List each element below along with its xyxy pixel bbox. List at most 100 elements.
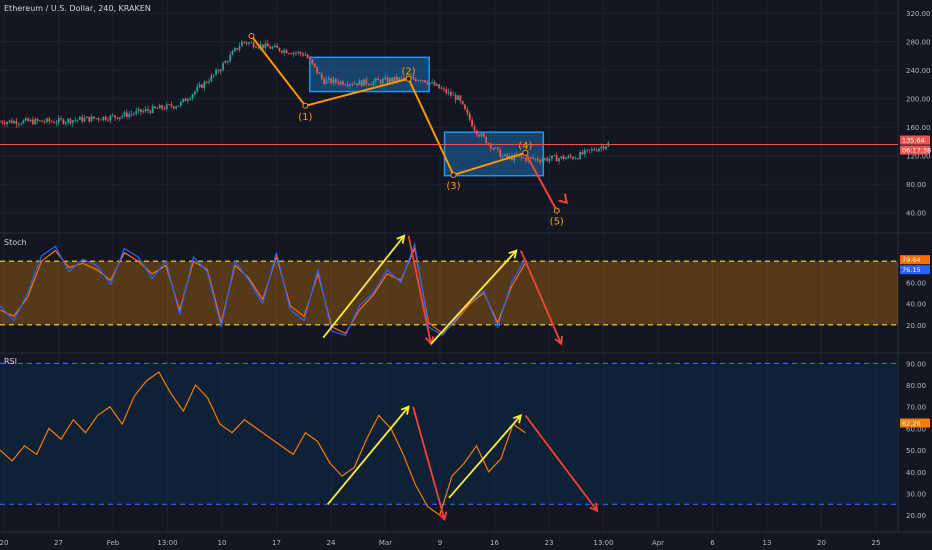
candle-body: [295, 52, 297, 54]
candle-body: [257, 47, 260, 49]
candle-body: [431, 82, 434, 83]
candle-body: [83, 118, 86, 122]
candle-body: [579, 152, 582, 159]
wave-point: [405, 75, 412, 82]
candle-body: [161, 105, 163, 109]
candle-body: [424, 80, 426, 83]
countdown-badge-label: 06:17:38: [902, 147, 931, 155]
candle-body: [1, 121, 4, 124]
candle-body: [255, 47, 257, 49]
price-axis-tick: 160.00: [906, 124, 931, 132]
candle-body: [57, 118, 60, 123]
stoch-arrow-head: [508, 249, 518, 259]
candle-body: [309, 57, 311, 60]
candle-body: [485, 136, 488, 144]
candle-body: [539, 160, 542, 162]
candle-body: [513, 155, 516, 161]
rsi-line: [0, 371, 526, 517]
candle-body: [154, 106, 156, 108]
candle-body: [325, 79, 328, 85]
price-axis-tick: 320.00: [906, 10, 931, 18]
candle-body: [231, 51, 234, 55]
candle-body: [403, 77, 405, 79]
candle-body: [391, 78, 394, 82]
stoch-pane-label: Stoch: [4, 238, 27, 247]
x-axis-tick: 10: [218, 539, 227, 547]
candle-body: [304, 54, 307, 56]
wave-point: [522, 149, 529, 156]
price-axis-tick: 120.00: [906, 153, 931, 161]
candle-body: [473, 126, 476, 131]
candle-body: [482, 133, 485, 137]
candle-body: [414, 78, 417, 81]
stoch-value-badge: [900, 255, 930, 265]
price-axis-tick: 240.00: [906, 67, 931, 75]
candle-body: [323, 78, 326, 85]
candle-body: [222, 63, 225, 70]
stoch-value-label: 79.64: [902, 256, 921, 264]
candle-body: [224, 61, 227, 64]
candle-body: [529, 157, 532, 159]
candle-body: [140, 109, 142, 113]
candle-body: [332, 78, 335, 84]
candle-body: [433, 82, 436, 86]
candle-body: [379, 80, 382, 84]
candle-body: [233, 48, 236, 52]
wave-label: (2): [402, 67, 416, 78]
candle-body: [487, 143, 490, 144]
candle-body: [306, 54, 309, 58]
candle-body: [351, 84, 354, 85]
candle-body: [24, 118, 27, 121]
rsi-axis-tick: 40.00: [906, 469, 926, 477]
candle-body: [266, 43, 269, 47]
candle-body: [219, 69, 222, 72]
candle-body: [525, 157, 527, 161]
price-axis-tick: 40.00: [906, 210, 926, 218]
candle-body: [27, 118, 30, 122]
candle-body: [198, 84, 201, 87]
candle-body: [506, 154, 509, 158]
candle-body: [245, 42, 248, 44]
candle-body: [208, 81, 210, 83]
candle-body: [548, 158, 551, 161]
candle-body: [114, 115, 116, 118]
price-axis-tick: 200.00: [906, 96, 931, 104]
x-axis-tick: 13:00: [157, 539, 177, 547]
candle-body: [287, 53, 290, 55]
x-axis-tick: 16: [490, 539, 499, 547]
candle-body: [494, 147, 497, 149]
candle-body: [546, 158, 549, 161]
rsi-band: [0, 363, 898, 505]
candle-body: [459, 95, 462, 102]
candle-body: [97, 118, 100, 120]
candle-body: [377, 78, 380, 81]
candle-body: [600, 146, 603, 149]
rsi-arrow: [412, 406, 446, 520]
candle-body: [128, 114, 131, 117]
stoch-value-badge: [900, 265, 930, 275]
candle-body: [104, 116, 107, 120]
candle-body: [34, 119, 37, 125]
wave-point: [450, 171, 457, 178]
candle-body: [121, 115, 124, 118]
candle-body: [132, 113, 135, 115]
candle-body: [358, 80, 361, 86]
x-axis-tick: 13: [763, 539, 772, 547]
candle-body: [6, 122, 8, 125]
candle-body: [386, 77, 389, 83]
candle-body: [508, 155, 511, 158]
candle-body: [381, 79, 384, 84]
stoch-band: [0, 261, 898, 325]
candle-body: [102, 116, 105, 121]
candle-body: [605, 146, 607, 149]
candle-body: [297, 51, 300, 53]
candle-body: [299, 51, 302, 54]
candle-body: [445, 88, 448, 94]
candle-body: [95, 118, 98, 119]
candle-body: [76, 119, 79, 121]
candle-body: [123, 112, 126, 116]
candle-body: [581, 152, 584, 155]
candle-body: [264, 43, 267, 49]
candle-body: [88, 116, 91, 122]
